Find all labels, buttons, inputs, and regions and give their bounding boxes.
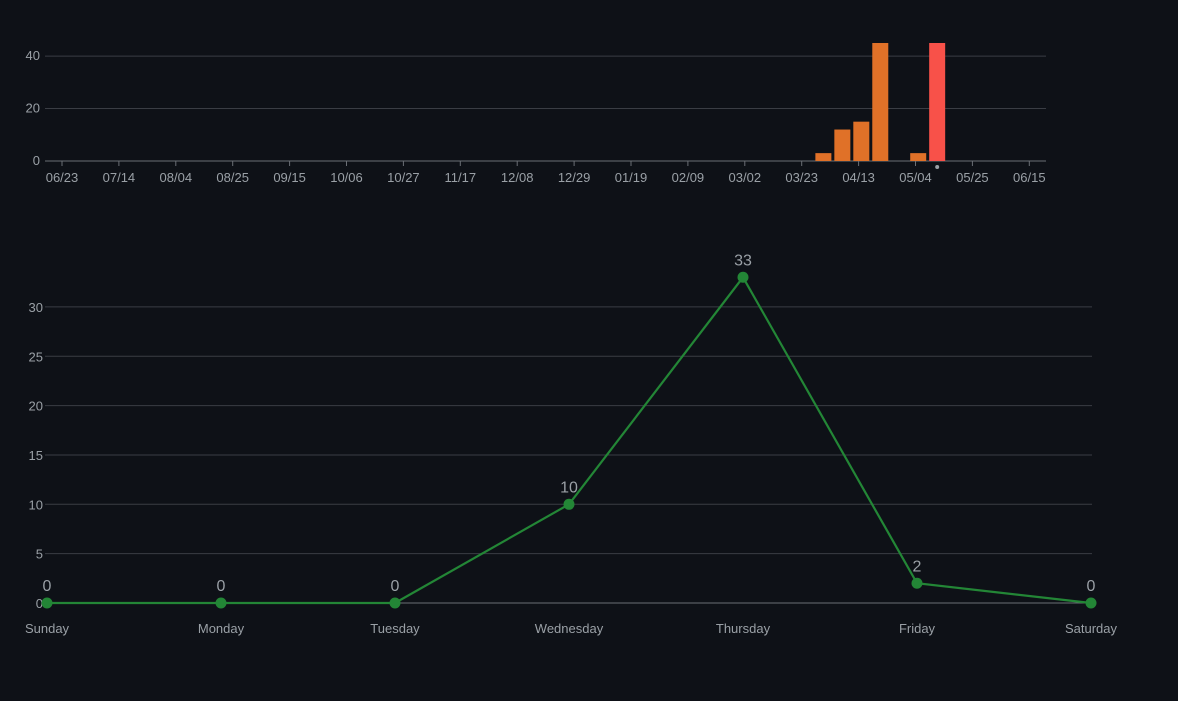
line-chart-y-tick-label: 20 [29, 399, 43, 414]
line-chart-data-label: 10 [560, 479, 578, 496]
line-chart-data-label: 33 [734, 252, 752, 269]
line-chart-data-label: 0 [217, 578, 226, 595]
line-chart-point [41, 597, 53, 609]
bar-chart-x-tick-label: 10/06 [330, 170, 363, 185]
line-chart-x-tick-label: Monday [198, 621, 245, 636]
bar-chart-x-tick-label: 08/04 [160, 170, 193, 185]
weekly-bar-chart: 0 20 40 06/23 07/14 08/04 08/25 09/15 10/06 10/27… [26, 43, 1046, 185]
bar-chart-x-tick-label: 09/15 [273, 170, 306, 185]
line-chart-point [911, 577, 923, 589]
bar-chart-x-tick-label: 05/25 [956, 170, 989, 185]
bar-chart-x-tick-label: 04/13 [842, 170, 875, 185]
line-chart-point [215, 597, 227, 609]
line-chart-y-tick-label: 15 [29, 448, 43, 463]
bar-chart-bar [910, 153, 927, 161]
line-chart-data-label: 0 [1087, 578, 1096, 595]
line-chart-point [563, 498, 575, 510]
bar-chart-x-tick-label: 03/02 [729, 170, 762, 185]
line-chart-y-tick-label: 25 [29, 349, 43, 364]
line-chart-x-tick-label: Friday [899, 621, 936, 636]
bar-chart-x-tick-label: 05/04 [899, 170, 932, 185]
line-chart-data-label: 2 [913, 558, 922, 575]
bar-chart-x-tick-label: 03/23 [785, 170, 818, 185]
line-chart-y-tick-label: 0 [36, 596, 43, 611]
bar-chart-bar [853, 121, 870, 161]
line-chart-point [737, 271, 749, 283]
bar-chart-y-tick-label: 0 [33, 153, 40, 168]
bar-chart-y-tick-label: 20 [26, 101, 40, 116]
bar-chart-x-tick-label: 02/09 [672, 170, 705, 185]
line-chart-y-tick-label: 5 [36, 547, 43, 562]
bar-chart-x-tick-label: 12/29 [558, 170, 591, 185]
bar-chart-x-tick-label: 06/15 [1013, 170, 1046, 185]
bar-chart-x-tick-label: 12/08 [501, 170, 534, 185]
bar-chart-x-tick-label: 08/25 [216, 170, 249, 185]
bar-chart-bar [834, 129, 851, 161]
line-chart-x-tick-label: Saturday [1065, 621, 1118, 636]
bar-chart-bar [872, 43, 889, 161]
bar-chart-x-tick-label: 06/23 [46, 170, 79, 185]
bar-chart-x-tick-label: 07/14 [103, 170, 136, 185]
line-chart-y-tick-label: 30 [29, 300, 43, 315]
bar-chart-bar [815, 153, 832, 161]
bar-chart-bar [929, 43, 946, 161]
line-chart-data-label: 0 [43, 578, 52, 595]
line-chart-x-tick-label: Wednesday [535, 621, 604, 636]
bar-chart-x-tick-label: 11/17 [445, 170, 477, 185]
bar-chart-x-tick-label: 01/19 [615, 170, 648, 185]
line-chart-point [389, 597, 401, 609]
line-chart-x-tick-label: Sunday [25, 621, 70, 636]
line-chart-x-tick-label: Thursday [716, 621, 771, 636]
current-week-marker-dot [935, 165, 940, 169]
line-chart-y-tick-label: 10 [29, 497, 43, 512]
line-chart-x-tick-label: Tuesday [370, 621, 420, 636]
bar-chart-y-tick-label: 40 [26, 48, 40, 63]
line-chart-data-label: 0 [391, 578, 400, 595]
bar-chart-x-tick-label: 10/27 [387, 170, 420, 185]
line-chart-point [1085, 597, 1097, 609]
